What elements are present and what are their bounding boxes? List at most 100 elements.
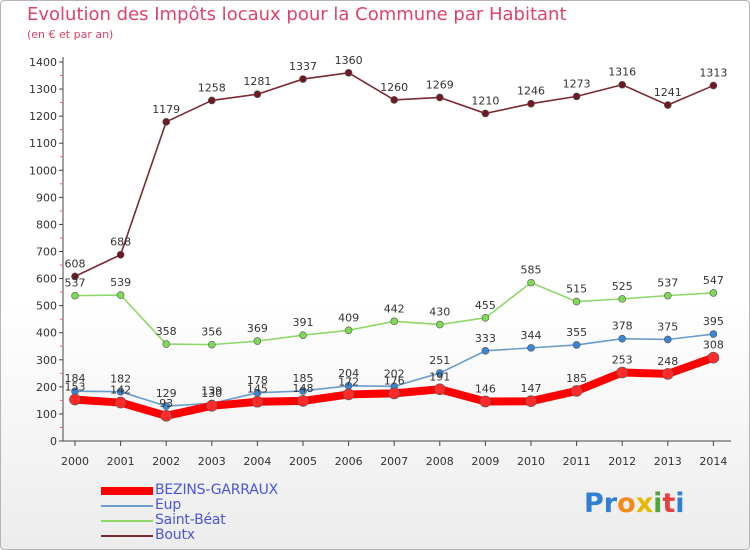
data-label: 146 (475, 382, 496, 395)
y-tick-label: 1300 (29, 83, 57, 96)
data-point (344, 69, 353, 77)
data-point (344, 326, 353, 335)
data-point (709, 81, 718, 90)
data-point (299, 75, 307, 83)
data-point (253, 90, 262, 99)
data-labels: 153 142 93 130 145 148 172 176 191 146 147 185 253 24… (65, 54, 728, 410)
data-point (663, 335, 672, 344)
x-tick-label: 2006 (335, 455, 363, 468)
series-eup (71, 330, 718, 410)
data-point (390, 96, 399, 104)
data-label: 608 (65, 257, 86, 270)
data-label: 248 (657, 355, 678, 368)
data-point (253, 337, 262, 345)
data-point (114, 396, 127, 409)
data-point (709, 330, 718, 338)
x-tick-label: 2013 (654, 455, 682, 468)
data-label: 430 (429, 306, 450, 319)
data-label: 333 (475, 332, 496, 345)
data-label: 355 (566, 326, 587, 339)
data-point (69, 393, 81, 406)
data-point (481, 347, 490, 355)
legend-swatch (101, 505, 153, 507)
data-point (527, 278, 535, 287)
data-point (71, 272, 79, 281)
data-point (116, 250, 125, 259)
data-label: 442 (384, 302, 405, 315)
data-point (525, 395, 537, 408)
data-point (116, 291, 125, 299)
y-tick-label: 800 (36, 218, 57, 231)
data-point (160, 410, 172, 422)
data-point (390, 317, 399, 326)
logo-letter: P (584, 488, 604, 519)
data-label: 129 (156, 387, 177, 400)
data-label: 172 (338, 375, 359, 388)
chart-subtitle: (en € et par an) (27, 28, 114, 41)
data-point (479, 395, 492, 408)
legend-label: Eup (155, 497, 182, 513)
logo-letter: x (635, 488, 654, 519)
data-label: 547 (703, 274, 724, 287)
data-label: 93 (159, 397, 173, 410)
data-label: 184 (65, 372, 86, 385)
data-point (527, 344, 535, 352)
x-tick-label: 2005 (289, 455, 317, 468)
data-label: 391 (293, 316, 314, 329)
data-point (71, 291, 79, 300)
data-point (299, 331, 307, 339)
data-label: 585 (521, 264, 542, 277)
logo-letter: i (653, 488, 663, 519)
data-label: 148 (293, 382, 314, 395)
data-label: 142 (110, 384, 131, 397)
x-tick-label: 2007 (380, 455, 408, 468)
data-label: 202 (384, 367, 405, 380)
data-label: 204 (338, 367, 359, 380)
data-point (570, 385, 583, 397)
y-tick-label: 500 (36, 300, 57, 313)
series-bezins-garraux (69, 351, 720, 422)
x-tick-label: 2014 (699, 455, 727, 468)
y-tick-label: 1000 (29, 164, 57, 177)
logo-letter: r (603, 488, 618, 519)
data-label: 153 (65, 381, 86, 394)
data-label: 1179 (152, 103, 180, 116)
data-label: 185 (293, 372, 314, 385)
series-saint-b-at (71, 278, 718, 349)
data-point (618, 80, 627, 89)
y-tick-label: 1100 (29, 137, 57, 150)
data-point (527, 99, 535, 108)
data-point (208, 340, 216, 349)
data-point (162, 340, 170, 348)
data-label: 139 (201, 384, 222, 397)
data-label: 1241 (654, 86, 682, 99)
data-label: 145 (247, 383, 268, 396)
logo-letter: i (675, 488, 685, 519)
data-point (709, 289, 718, 297)
x-tick-label: 2008 (426, 455, 454, 468)
data-point (435, 93, 444, 102)
data-label: 1281 (243, 75, 271, 88)
data-label: 1210 (471, 94, 499, 107)
x-tick-label: 2002 (152, 455, 180, 468)
data-point (618, 334, 627, 343)
data-label: 130 (201, 387, 222, 400)
data-point (481, 109, 490, 118)
data-point (707, 351, 720, 364)
data-point (206, 400, 218, 412)
y-tick-label: 1200 (29, 110, 57, 123)
data-label: 537 (65, 277, 86, 290)
data-label: 409 (338, 311, 359, 324)
y-tick-label: 700 (36, 246, 57, 259)
x-tick-label: 2010 (517, 455, 545, 468)
data-label: 525 (612, 280, 633, 293)
data-label: 375 (657, 320, 678, 333)
y-tick-label: 600 (36, 273, 57, 286)
data-point (616, 366, 629, 379)
legend-label: Boutx (155, 527, 195, 543)
data-label: 515 (566, 283, 587, 296)
logo-letter: o (617, 488, 636, 519)
data-point (388, 387, 401, 400)
data-label: 182 (110, 373, 131, 386)
